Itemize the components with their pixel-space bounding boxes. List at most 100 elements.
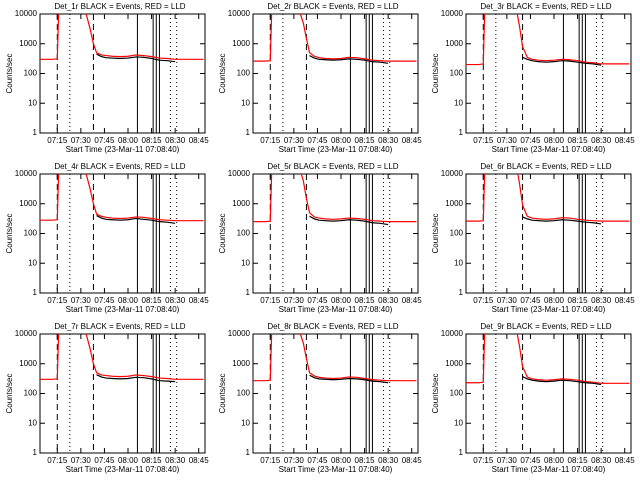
x-tick-label: 07:15 xyxy=(47,456,68,465)
x-tick-label: 08:30 xyxy=(378,296,399,305)
x-tick-label: 08:00 xyxy=(544,296,565,305)
y-tick-label: 100 xyxy=(237,69,251,78)
series-line xyxy=(253,174,417,223)
x-tick-label: 07:15 xyxy=(473,296,494,305)
y-tick-label: 10 xyxy=(28,418,37,427)
panel: Det_5r BLACK = Events, RED = LLD Start Ti… xyxy=(218,162,422,314)
panel: Det_1r BLACK = Events, RED = LLD Start Ti… xyxy=(5,2,210,154)
y-tick-label: 100 xyxy=(237,229,251,238)
x-tick-label: 07:45 xyxy=(520,456,541,465)
y-tick-label: 1 xyxy=(33,288,38,297)
x-tick-label: 08:00 xyxy=(118,296,139,305)
x-axis-label: Start Time (23-Mar-11 07:08:40) xyxy=(492,305,606,314)
series-line xyxy=(40,14,204,60)
series-line xyxy=(522,216,602,225)
y-tick-label: 10000 xyxy=(441,9,464,18)
y-tick-label: 10000 xyxy=(15,9,38,18)
y-tick-label: 1 xyxy=(246,448,251,457)
x-tick-label: 07:30 xyxy=(284,136,305,145)
series-line xyxy=(522,56,602,66)
x-tick-label: 08:45 xyxy=(189,136,210,145)
y-tick-label: 100 xyxy=(24,389,38,398)
x-tick-label: 08:15 xyxy=(142,136,163,145)
x-tick-label: 07:30 xyxy=(284,296,305,305)
x-tick-label: 07:30 xyxy=(71,136,92,145)
series-line xyxy=(253,334,417,382)
series-line xyxy=(96,374,176,383)
series-line xyxy=(466,14,630,66)
y-axis-label: Counts/sec xyxy=(5,373,14,413)
panel-title: Det_8r BLACK = Events, RED = LLD xyxy=(267,322,398,331)
x-axis-label: Start Time (23-Mar-11 07:08:40) xyxy=(279,145,393,154)
x-tick-label: 07:15 xyxy=(473,456,494,465)
plot-frame xyxy=(465,13,632,134)
x-tick-label: 08:00 xyxy=(331,296,352,305)
y-tick-label: 10 xyxy=(454,98,463,107)
series-line xyxy=(253,14,417,62)
panel: Det_6r BLACK = Events, RED = LLD Start Ti… xyxy=(431,162,635,314)
x-tick-label: 08:00 xyxy=(544,456,565,465)
panel-title: Det_3r BLACK = Events, RED = LLD xyxy=(480,2,611,11)
y-tick-label: 100 xyxy=(450,69,464,78)
y-tick-label: 1 xyxy=(459,448,464,457)
panel: Det_3r BLACK = Events, RED = LLD Start Ti… xyxy=(431,2,635,154)
series-line xyxy=(96,215,176,224)
x-axis-label: Start Time (23-Mar-11 07:08:40) xyxy=(492,465,606,474)
x-tick-label: 08:15 xyxy=(355,296,376,305)
y-axis-label: Counts/sec xyxy=(218,53,227,93)
plot-frame xyxy=(465,333,632,454)
x-tick-label: 08:30 xyxy=(591,296,612,305)
plot-frame xyxy=(39,173,206,294)
panel-title: Det_7r BLACK = Events, RED = LLD xyxy=(54,322,185,331)
series-line xyxy=(40,334,204,380)
x-tick-label: 08:00 xyxy=(118,136,139,145)
y-tick-label: 10000 xyxy=(228,9,251,18)
y-axis-label: Counts/sec xyxy=(431,213,440,253)
x-tick-label: 07:30 xyxy=(284,456,305,465)
x-tick-label: 08:15 xyxy=(355,456,376,465)
series-line xyxy=(466,334,630,384)
x-tick-label: 07:15 xyxy=(473,136,494,145)
y-tick-label: 1000 xyxy=(445,39,463,48)
x-tick-label: 08:30 xyxy=(165,456,186,465)
x-tick-label: 08:45 xyxy=(615,456,636,465)
x-axis-label: Start Time (23-Mar-11 07:08:40) xyxy=(66,465,180,474)
x-axis-label: Start Time (23-Mar-11 07:08:40) xyxy=(66,145,180,154)
y-tick-label: 10 xyxy=(454,418,463,427)
y-axis-label: Counts/sec xyxy=(218,373,227,413)
x-axis-label: Start Time (23-Mar-11 07:08:40) xyxy=(279,305,393,314)
y-tick-label: 100 xyxy=(24,229,38,238)
series-line xyxy=(522,376,602,386)
x-tick-label: 08:15 xyxy=(568,456,589,465)
y-tick-label: 1 xyxy=(246,128,251,137)
panel-title: Det_1r BLACK = Events, RED = LLD xyxy=(54,2,185,11)
x-tick-label: 07:15 xyxy=(260,456,281,465)
y-tick-label: 1000 xyxy=(19,359,37,368)
x-tick-label: 08:45 xyxy=(189,296,210,305)
x-tick-label: 08:15 xyxy=(568,136,589,145)
y-tick-label: 10 xyxy=(241,98,250,107)
y-tick-label: 1000 xyxy=(19,39,37,48)
y-tick-label: 10000 xyxy=(441,169,464,178)
y-tick-label: 1 xyxy=(459,128,464,137)
x-tick-label: 08:30 xyxy=(165,296,186,305)
x-axis-label: Start Time (23-Mar-11 07:08:40) xyxy=(66,305,180,314)
panel: Det_4r BLACK = Events, RED = LLD Start Ti… xyxy=(5,162,210,314)
series-line xyxy=(40,174,204,222)
y-tick-label: 100 xyxy=(24,69,38,78)
x-axis-label: Start Time (23-Mar-11 07:08:40) xyxy=(279,465,393,474)
panel: Det_7r BLACK = Events, RED = LLD Start Ti… xyxy=(5,322,209,474)
y-axis-label: Counts/sec xyxy=(218,213,227,253)
x-tick-label: 08:15 xyxy=(355,136,376,145)
y-tick-label: 10 xyxy=(241,258,250,267)
x-tick-label: 07:15 xyxy=(260,136,281,145)
y-tick-label: 10000 xyxy=(228,329,251,338)
x-tick-label: 08:30 xyxy=(165,136,186,145)
x-tick-label: 07:15 xyxy=(47,136,68,145)
x-tick-label: 07:30 xyxy=(497,296,518,305)
x-tick-label: 07:30 xyxy=(71,456,92,465)
panel: Det_9r BLACK = Events, RED = LLD Start Ti… xyxy=(431,322,636,474)
panel: Det_8r BLACK = Events, RED = LLD Start Ti… xyxy=(218,322,422,474)
x-tick-label: 08:15 xyxy=(142,296,163,305)
